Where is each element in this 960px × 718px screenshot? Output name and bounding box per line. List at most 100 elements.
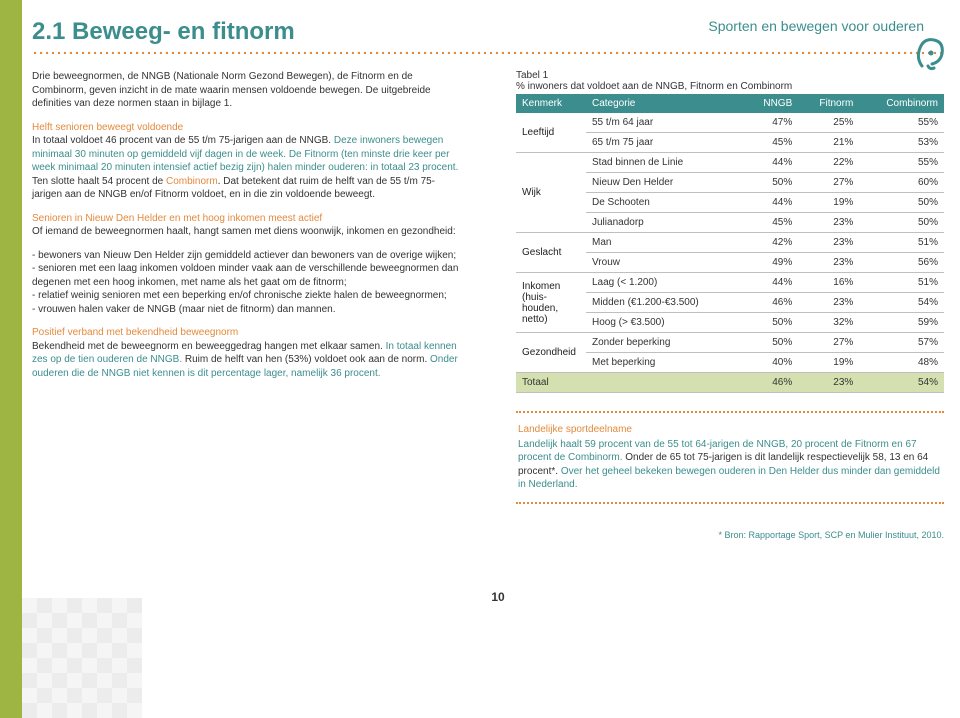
- col-fitnorm: Fitnorm: [798, 94, 859, 113]
- table-row: Inkomen (huis-houden, netto)Laag (< 1.20…: [516, 273, 944, 293]
- total-value: 46%: [744, 373, 798, 393]
- total-value: 23%: [798, 373, 859, 393]
- value-cell: 42%: [744, 233, 798, 253]
- categorie-cell: Hoog (> €3.500): [586, 313, 744, 333]
- value-cell: 21%: [798, 133, 859, 153]
- value-cell: 55%: [859, 153, 944, 173]
- value-cell: 53%: [859, 133, 944, 153]
- value-cell: 22%: [798, 153, 859, 173]
- footnote-head: Landelijke sportdeelname: [518, 423, 942, 437]
- total-label: Totaal: [516, 373, 744, 393]
- value-cell: 47%: [744, 113, 798, 133]
- col-combinorm: Combinorm: [859, 94, 944, 113]
- value-cell: 40%: [744, 353, 798, 373]
- value-cell: 25%: [798, 113, 859, 133]
- value-cell: 19%: [798, 193, 859, 213]
- col-categorie: Categorie: [586, 94, 744, 113]
- value-cell: 50%: [859, 193, 944, 213]
- total-row: Totaal46%23%54%: [516, 373, 944, 393]
- value-cell: 50%: [744, 313, 798, 333]
- kenmerk-cell: Geslacht: [516, 233, 586, 273]
- section-1: Helft senioren beweegt voldoende In tota…: [32, 121, 464, 202]
- value-cell: 51%: [859, 273, 944, 293]
- categorie-cell: 55 t/m 64 jaar: [586, 113, 744, 133]
- body-text-column: Drie beweegnormen, de NNGB (Nationale No…: [32, 70, 464, 604]
- kenmerk-cell: Wijk: [516, 153, 586, 233]
- value-cell: 46%: [744, 293, 798, 313]
- value-cell: 44%: [744, 153, 798, 173]
- s2-li1: - bewoners van Nieuw Den Helder zijn gem…: [32, 249, 464, 263]
- value-cell: 44%: [744, 273, 798, 293]
- value-cell: 23%: [798, 253, 859, 273]
- table-row: GeslachtMan42%23%51%: [516, 233, 944, 253]
- source-line: * Bron: Rapportage Sport, SCP en Mulier …: [516, 530, 944, 540]
- s3-a: Bekendheid met de beweegnorm en beweegge…: [32, 341, 386, 352]
- categorie-cell: Met beperking: [586, 353, 744, 373]
- value-cell: 60%: [859, 173, 944, 193]
- side-green-bar: [0, 0, 22, 718]
- s2-li4: - vrouwen halen vaker de NNGB (maar niet…: [32, 303, 464, 317]
- section-2-head: Senioren in Nieuw Den Helder en met hoog…: [32, 212, 464, 239]
- value-cell: 50%: [859, 213, 944, 233]
- categorie-cell: Midden (€1.200-€3.500): [586, 293, 744, 313]
- kenmerk-cell: Leeftijd: [516, 113, 586, 153]
- intro-paragraph: Drie beweegnormen, de NNGB (Nationale No…: [32, 70, 464, 111]
- subhead-3: Positief verband met bekendheid beweegno…: [32, 327, 238, 338]
- value-cell: 23%: [798, 213, 859, 233]
- tagline: Sporten en bewegen voor ouderen: [708, 18, 924, 34]
- s1-b: Ten slotte haalt 54 procent de: [32, 176, 166, 187]
- page-content: Sporten en bewegen voor ouderen 2.1 Bewe…: [32, 18, 944, 700]
- table-title: Tabel 1: [516, 70, 548, 81]
- value-cell: 48%: [859, 353, 944, 373]
- value-cell: 23%: [798, 293, 859, 313]
- value-cell: 45%: [744, 213, 798, 233]
- table-row: GezondheidZonder beperking50%27%57%: [516, 333, 944, 353]
- table-row: WijkStad binnen de Linie44%22%55%: [516, 153, 944, 173]
- page-number: 10: [488, 590, 508, 604]
- ear-icon: [912, 36, 948, 72]
- col-nngb: NNGB: [744, 94, 798, 113]
- value-cell: 16%: [798, 273, 859, 293]
- value-cell: 44%: [744, 193, 798, 213]
- s2-body: Of iemand de beweegnormen haalt, hangt s…: [32, 226, 456, 237]
- subhead-1: Helft senioren beweegt voldoende: [32, 122, 183, 133]
- s2-li2: - senioren met een laag inkomen voldoen …: [32, 262, 464, 289]
- s1-combinorm: Combinorm: [166, 176, 218, 187]
- value-cell: 49%: [744, 253, 798, 273]
- kenmerk-cell: Gezondheid: [516, 333, 586, 373]
- value-cell: 54%: [859, 293, 944, 313]
- right-column: 10 Tabel 1 % inwoners dat voldoet aan de…: [488, 70, 944, 604]
- categorie-cell: Vrouw: [586, 253, 744, 273]
- categorie-cell: Nieuw Den Helder: [586, 173, 744, 193]
- categorie-cell: Stad binnen de Linie: [586, 153, 744, 173]
- value-cell: 45%: [744, 133, 798, 153]
- s1-a: In totaal voldoet 46 procent van de 55 t…: [32, 135, 334, 146]
- footnote-b: Over het geheel bekeken bewegen ouderen …: [518, 466, 940, 491]
- value-cell: 27%: [798, 333, 859, 353]
- value-cell: 51%: [859, 233, 944, 253]
- categorie-cell: De Schooten: [586, 193, 744, 213]
- s2-li3: - relatief weinig senioren met een beper…: [32, 289, 464, 303]
- value-cell: 59%: [859, 313, 944, 333]
- col-kenmerk: Kenmerk: [516, 94, 586, 113]
- value-cell: 23%: [798, 233, 859, 253]
- value-cell: 50%: [744, 173, 798, 193]
- s3-b: Ruim de helft van hen (53%) voldoet ook …: [185, 354, 430, 365]
- value-cell: 32%: [798, 313, 859, 333]
- categorie-cell: Zonder beperking: [586, 333, 744, 353]
- categorie-cell: Laag (< 1.200): [586, 273, 744, 293]
- value-cell: 27%: [798, 173, 859, 193]
- categorie-cell: Julianadorp: [586, 213, 744, 233]
- subhead-2: Senioren in Nieuw Den Helder en met hoog…: [32, 213, 322, 224]
- dotted-rule: [32, 50, 944, 56]
- value-cell: 56%: [859, 253, 944, 273]
- data-table: Kenmerk Categorie NNGB Fitnorm Combinorm…: [516, 94, 944, 393]
- kenmerk-cell: Inkomen (huis-houden, netto): [516, 273, 586, 333]
- footnote-box: Landelijke sportdeelname Landelijk haalt…: [516, 411, 944, 504]
- table-caption: Tabel 1 % inwoners dat voldoet aan de NN…: [516, 70, 944, 92]
- value-cell: 55%: [859, 113, 944, 133]
- total-value: 54%: [859, 373, 944, 393]
- section-3: Positief verband met bekendheid beweegno…: [32, 326, 464, 380]
- categorie-cell: 65 t/m 75 jaar: [586, 133, 744, 153]
- value-cell: 19%: [798, 353, 859, 373]
